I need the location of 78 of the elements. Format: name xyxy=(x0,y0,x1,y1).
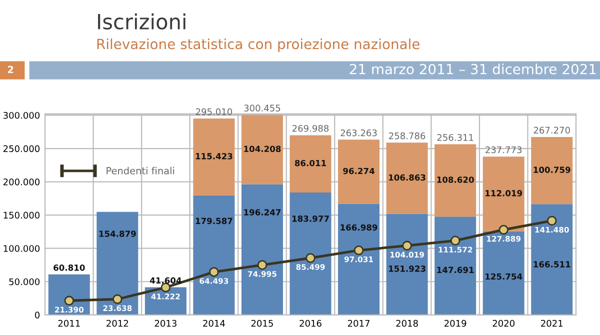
text: 2 xyxy=(8,66,14,74)
point xyxy=(112,294,122,304)
chart-subtitle: Rilevazione statistica con proiezione nazionale xyxy=(97,38,420,52)
data-label: 108.620 xyxy=(437,176,474,183)
bar xyxy=(290,192,332,315)
x-tick-label: 2012 xyxy=(106,320,128,327)
total-label: 237.773 xyxy=(486,146,522,154)
data-label: 104.208 xyxy=(244,146,281,152)
bar xyxy=(531,204,573,315)
point xyxy=(402,240,412,251)
bar xyxy=(482,156,524,232)
bar xyxy=(48,274,90,315)
total-label: 256.311 xyxy=(437,134,474,141)
data-label: 86.011 xyxy=(294,160,326,166)
bar xyxy=(386,142,428,214)
legend-label: Pendenti finali xyxy=(106,166,174,174)
bar xyxy=(434,216,476,315)
y-tick-label: 50.000 xyxy=(9,278,40,286)
data-label: 166.989 xyxy=(340,224,378,231)
data-label: 100.759 xyxy=(534,166,570,173)
bar xyxy=(290,135,332,192)
bar xyxy=(241,184,283,315)
total-label: 263.263 xyxy=(340,129,377,136)
data-label: 41.604 xyxy=(150,277,182,284)
bar xyxy=(96,212,138,315)
y-tick-label: 100.000 xyxy=(4,245,40,252)
data-label: 115.423 xyxy=(196,153,232,160)
total-label: 267.270 xyxy=(534,126,570,134)
bar xyxy=(434,144,476,217)
y-tick-label: 0 xyxy=(34,312,40,318)
x-tick-label: 2011 xyxy=(58,320,80,327)
x-tick-label: 2016 xyxy=(300,320,322,327)
point xyxy=(209,267,219,277)
bar xyxy=(531,137,573,204)
total-label: 269.988 xyxy=(292,124,329,132)
point xyxy=(498,224,508,235)
bar xyxy=(338,204,380,315)
data-label: 96.274 xyxy=(343,168,374,174)
data-label: 125.754 xyxy=(486,273,522,280)
bar xyxy=(386,214,428,315)
point xyxy=(547,216,557,226)
total-label: 295.010 xyxy=(196,108,232,116)
data-label: 106.863 xyxy=(389,174,426,181)
point xyxy=(354,245,364,256)
point xyxy=(450,236,460,246)
data-label: 147.691 xyxy=(437,266,474,274)
x-tick-label: 2021 xyxy=(541,320,563,327)
bar xyxy=(193,195,235,315)
data-label: 151.923 xyxy=(389,266,426,272)
data-label: 112.019 xyxy=(486,190,522,196)
data-label: 196.247 xyxy=(244,209,281,216)
x-tick-label: 2017 xyxy=(348,320,370,327)
total-label: 300.455 xyxy=(244,104,280,112)
text: 21 marzo 2011 – 31 dicembre 2021 xyxy=(350,64,596,74)
data-label: 179.587 xyxy=(196,218,232,224)
point xyxy=(306,253,316,263)
total-label: 258.786 xyxy=(389,132,426,140)
y-tick-label: 150.000 xyxy=(4,212,40,219)
y-tick-label: 250.000 xyxy=(3,145,40,152)
x-tick-label: 2019 xyxy=(444,320,466,327)
chart-title: Iscrizioni xyxy=(98,13,186,30)
y-tick-label: 300.000 xyxy=(3,112,40,119)
bar xyxy=(338,140,380,204)
data-label: 166.511 xyxy=(534,261,570,268)
bar xyxy=(193,118,235,196)
x-tick-label: 2014 xyxy=(203,320,225,327)
x-tick-label: 2018 xyxy=(396,320,418,327)
y-tick-label: 200.000 xyxy=(3,178,40,186)
point xyxy=(257,260,268,270)
bar xyxy=(482,231,524,315)
data-label: 60.810 xyxy=(54,264,85,271)
bar xyxy=(241,114,283,184)
x-tick-label: 2020 xyxy=(492,320,514,327)
point xyxy=(64,296,74,306)
x-tick-label: 2013 xyxy=(154,320,176,327)
data-label: 183.977 xyxy=(292,216,329,222)
data-label: 154.879 xyxy=(99,230,136,237)
x-tick-label: 2015 xyxy=(251,320,273,327)
